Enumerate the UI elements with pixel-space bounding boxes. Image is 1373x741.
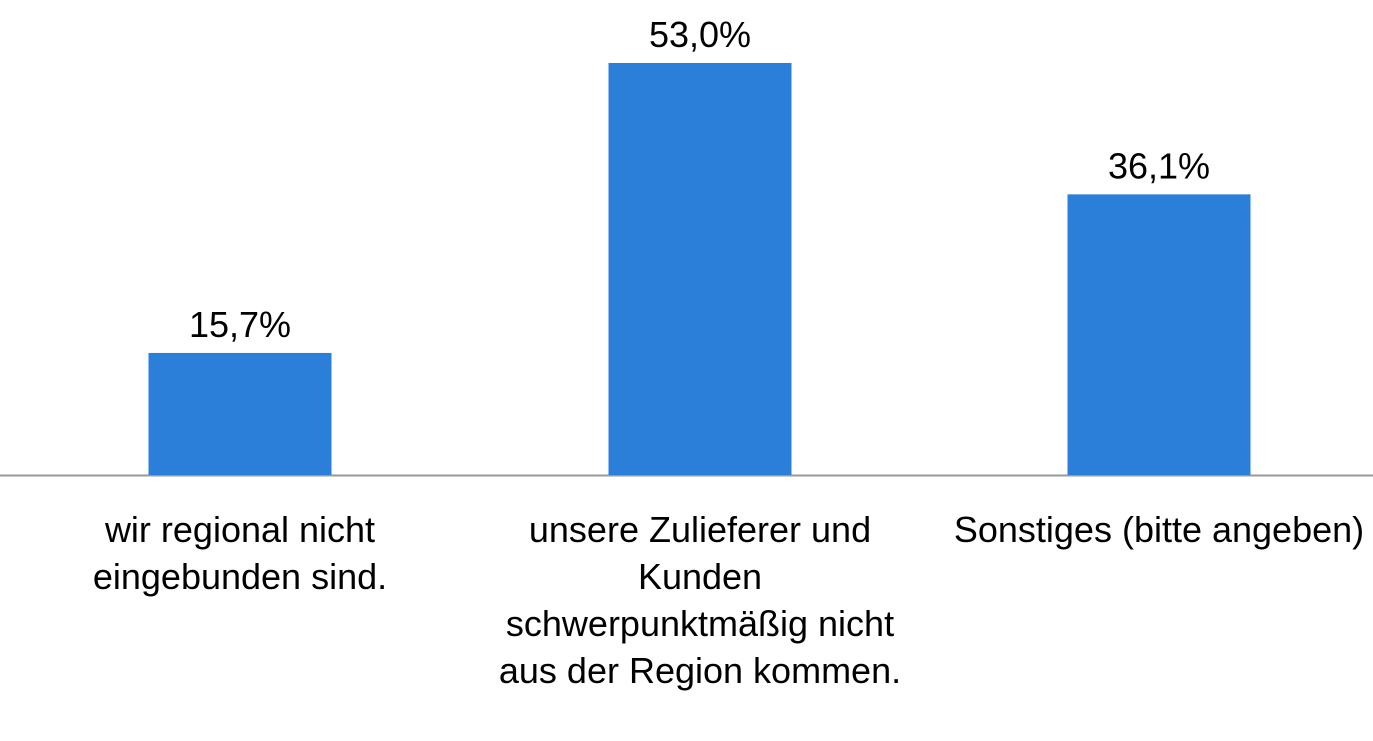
data-label: 15,7% [189,304,291,345]
bar [148,352,332,475]
x-tick-label: unsere Zulieferer und Kunden schwerpunkt… [498,509,902,691]
x-tick-label: Sonstiges (bitte angeben) [953,509,1365,550]
data-label: 36,1% [1108,145,1210,186]
bar [1067,194,1251,476]
x-tick-label: wir regional nicht eingebunden sind. [92,509,388,597]
bar [608,62,792,476]
data-label: 53,0% [649,14,751,55]
